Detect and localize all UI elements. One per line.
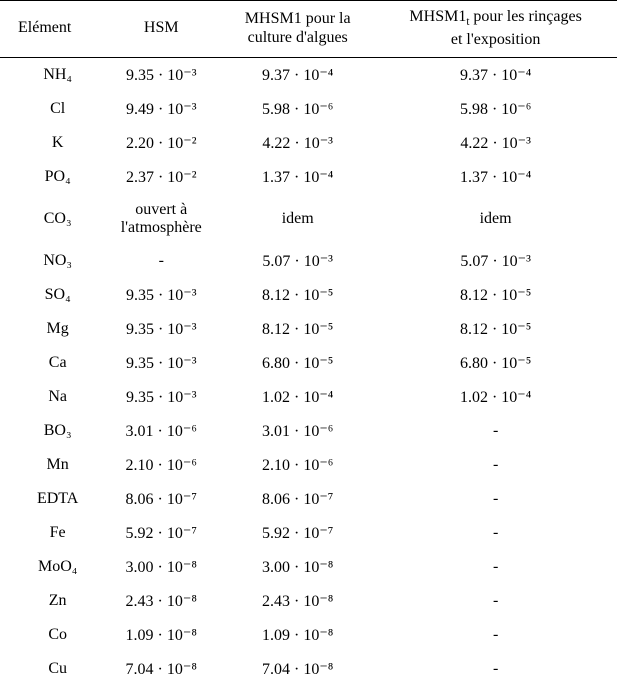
col-header-mhsm1: MHSM1 pour laculture d'algues [221, 1, 374, 58]
cell-hsm: 2.37 · 10⁻² [101, 160, 221, 194]
cell-hsm: 2.20 · 10⁻² [101, 126, 221, 160]
cell-element: Fe [0, 516, 101, 550]
cell-mhsm1: 8.06 · 10⁻⁷ [221, 482, 374, 516]
table-row: Mn2.10 · 10⁻⁶2.10 · 10⁻⁶- [0, 448, 617, 482]
table-row: Fe5.92 · 10⁻⁷5.92 · 10⁻⁷- [0, 516, 617, 550]
cell-mhsm1t: 5.07 · 10⁻³ [374, 244, 617, 278]
cell-mhsm1: 2.10 · 10⁻⁶ [221, 448, 374, 482]
table-header: Elément HSM MHSM1 pour laculture d'algue… [0, 1, 617, 58]
cell-mhsm1: 3.01 · 10⁻⁶ [221, 414, 374, 448]
cell-hsm: 9.35 · 10⁻³ [101, 312, 221, 346]
cell-hsm: 9.35 · 10⁻³ [101, 346, 221, 380]
cell-mhsm1t: - [374, 482, 617, 516]
cell-mhsm1t: - [374, 652, 617, 686]
cell-element: SO₄ [0, 278, 101, 312]
cell-mhsm1t: - [374, 550, 617, 584]
table-row: SO₄9.35 · 10⁻³8.12 · 10⁻⁵8.12 · 10⁻⁵ [0, 278, 617, 312]
cell-hsm: 8.06 · 10⁻⁷ [101, 482, 221, 516]
cell-element: BO₃ [0, 414, 101, 448]
cell-mhsm1t: 9.37 · 10⁻⁴ [374, 57, 617, 92]
cell-hsm: 5.92 · 10⁻⁷ [101, 516, 221, 550]
cell-element: Na [0, 380, 101, 414]
table-row: NH₄9.35 · 10⁻³9.37 · 10⁻⁴9.37 · 10⁻⁴ [0, 57, 617, 92]
table-body: NH₄9.35 · 10⁻³9.37 · 10⁻⁴9.37 · 10⁻⁴Cl9.… [0, 57, 617, 686]
cell-element: Mg [0, 312, 101, 346]
cell-element: Cl [0, 92, 101, 126]
col-header-element: Elément [0, 1, 101, 58]
table-row: EDTA8.06 · 10⁻⁷8.06 · 10⁻⁷- [0, 482, 617, 516]
cell-mhsm1t: 1.37 · 10⁻⁴ [374, 160, 617, 194]
cell-element: PO₄ [0, 160, 101, 194]
cell-mhsm1: 5.07 · 10⁻³ [221, 244, 374, 278]
cell-mhsm1: 1.37 · 10⁻⁴ [221, 160, 374, 194]
cell-mhsm1t: - [374, 618, 617, 652]
cell-mhsm1t: - [374, 516, 617, 550]
cell-element: MoO₄ [0, 550, 101, 584]
table-row: Ca9.35 · 10⁻³6.80 · 10⁻⁵6.80 · 10⁻⁵ [0, 346, 617, 380]
cell-mhsm1t: 6.80 · 10⁻⁵ [374, 346, 617, 380]
table-row: MoO₄3.00 · 10⁻⁸3.00 · 10⁻⁸- [0, 550, 617, 584]
cell-mhsm1: 5.92 · 10⁻⁷ [221, 516, 374, 550]
cell-element: CO₃ [0, 194, 101, 244]
cell-mhsm1: 4.22 · 10⁻³ [221, 126, 374, 160]
cell-mhsm1t: - [374, 414, 617, 448]
cell-mhsm1: 1.09 · 10⁻⁸ [221, 618, 374, 652]
cell-element: K [0, 126, 101, 160]
cell-mhsm1: 9.37 · 10⁻⁴ [221, 57, 374, 92]
cell-hsm: 9.49 · 10⁻³ [101, 92, 221, 126]
table-row: Cu7.04 · 10⁻⁸7.04 · 10⁻⁸- [0, 652, 617, 686]
cell-mhsm1t: - [374, 584, 617, 618]
cell-mhsm1t: 5.98 · 10⁻⁶ [374, 92, 617, 126]
cell-mhsm1: 8.12 · 10⁻⁵ [221, 312, 374, 346]
cell-mhsm1t: 8.12 · 10⁻⁵ [374, 312, 617, 346]
table-row: CO₃ouvert àl'atmosphèreidemidem [0, 194, 617, 244]
cell-element: Cu [0, 652, 101, 686]
cell-hsm: 9.35 · 10⁻³ [101, 57, 221, 92]
table-row: Cl9.49 · 10⁻³5.98 · 10⁻⁶5.98 · 10⁻⁶ [0, 92, 617, 126]
cell-mhsm1: 2.43 · 10⁻⁸ [221, 584, 374, 618]
cell-mhsm1: 7.04 · 10⁻⁸ [221, 652, 374, 686]
table-row: Zn2.43 · 10⁻⁸2.43 · 10⁻⁸- [0, 584, 617, 618]
cell-element: Mn [0, 448, 101, 482]
cell-element: Co [0, 618, 101, 652]
cell-hsm: 2.43 · 10⁻⁸ [101, 584, 221, 618]
cell-element: NO₃ [0, 244, 101, 278]
cell-mhsm1: 6.80 · 10⁻⁵ [221, 346, 374, 380]
cell-mhsm1t: 1.02 · 10⁻⁴ [374, 380, 617, 414]
cell-mhsm1t: idem [374, 194, 617, 244]
col-header-hsm: HSM [101, 1, 221, 58]
cell-mhsm1t: 8.12 · 10⁻⁵ [374, 278, 617, 312]
cell-hsm: 3.00 · 10⁻⁸ [101, 550, 221, 584]
cell-hsm: 2.10 · 10⁻⁶ [101, 448, 221, 482]
table-row: Mg9.35 · 10⁻³8.12 · 10⁻⁵8.12 · 10⁻⁵ [0, 312, 617, 346]
cell-element: NH₄ [0, 57, 101, 92]
cell-mhsm1: 3.00 · 10⁻⁸ [221, 550, 374, 584]
cell-hsm: 1.09 · 10⁻⁸ [101, 618, 221, 652]
table-row: Na9.35 · 10⁻³1.02 · 10⁻⁴1.02 · 10⁻⁴ [0, 380, 617, 414]
cell-hsm: 7.04 · 10⁻⁸ [101, 652, 221, 686]
cell-mhsm1t: - [374, 448, 617, 482]
cell-mhsm1: 1.02 · 10⁻⁴ [221, 380, 374, 414]
cell-mhsm1t: 4.22 · 10⁻³ [374, 126, 617, 160]
composition-table: Elément HSM MHSM1 pour laculture d'algue… [0, 0, 617, 686]
cell-hsm: ouvert àl'atmosphère [101, 194, 221, 244]
table-row: Co1.09 · 10⁻⁸1.09 · 10⁻⁸- [0, 618, 617, 652]
cell-mhsm1: idem [221, 194, 374, 244]
table-row: BO₃3.01 · 10⁻⁶3.01 · 10⁻⁶- [0, 414, 617, 448]
col-header-mhsm1t: MHSM1t pour les rinçageset l'exposition [374, 1, 617, 58]
cell-mhsm1: 5.98 · 10⁻⁶ [221, 92, 374, 126]
table-row: NO₃-5.07 · 10⁻³5.07 · 10⁻³ [0, 244, 617, 278]
cell-hsm: 3.01 · 10⁻⁶ [101, 414, 221, 448]
cell-hsm: - [101, 244, 221, 278]
cell-element: Ca [0, 346, 101, 380]
table-row: PO₄2.37 · 10⁻²1.37 · 10⁻⁴1.37 · 10⁻⁴ [0, 160, 617, 194]
cell-mhsm1: 8.12 · 10⁻⁵ [221, 278, 374, 312]
table-row: K2.20 · 10⁻²4.22 · 10⁻³4.22 · 10⁻³ [0, 126, 617, 160]
cell-hsm: 9.35 · 10⁻³ [101, 278, 221, 312]
cell-element: EDTA [0, 482, 101, 516]
cell-element: Zn [0, 584, 101, 618]
cell-hsm: 9.35 · 10⁻³ [101, 380, 221, 414]
